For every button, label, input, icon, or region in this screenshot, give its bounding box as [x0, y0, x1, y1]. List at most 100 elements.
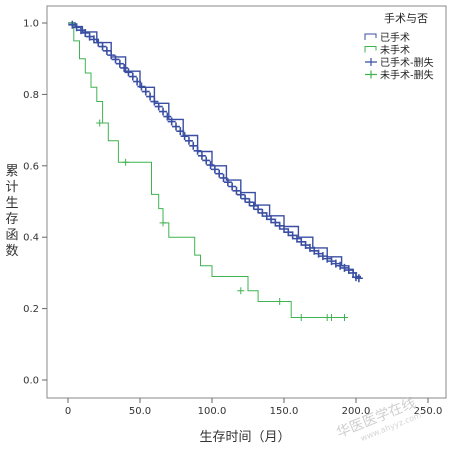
censor-mark-1 [115, 59, 124, 68]
censor-mark-2 [340, 314, 348, 322]
censor-mark-1 [102, 46, 111, 55]
legend-swatch-3 [365, 58, 377, 66]
censor-mark-2 [96, 119, 104, 127]
legend-label-3: 已手术-删失 [380, 56, 434, 69]
censor-mark-1 [81, 28, 90, 37]
censor-mark-1 [275, 221, 284, 230]
censor-mark-1 [210, 165, 219, 174]
censor-mark-2 [276, 297, 284, 305]
x-axis-title: 生存时间（月） [199, 430, 290, 445]
censor-mark-1 [280, 224, 288, 233]
censor-mark-1 [331, 259, 340, 268]
censor-mark-1 [232, 186, 241, 195]
censor-mark-1 [344, 266, 353, 275]
censor-mark-1 [89, 35, 98, 44]
legend-swatch-2 [364, 46, 377, 53]
censor-mark-1 [310, 246, 319, 255]
censor-mark-1 [163, 112, 172, 121]
censor-mark-1 [193, 146, 202, 155]
legend-label-4: 未手术-删失 [380, 69, 434, 82]
watermark: 华医医学在线 www.ahyyz.com [334, 395, 422, 443]
censor-mark-1 [245, 198, 254, 207]
censor-mark-1 [301, 241, 310, 250]
legend-label-2: 未手术 [380, 44, 410, 57]
censor-mark-1 [124, 68, 133, 77]
censor-mark-1 [236, 190, 245, 199]
censor-mark-2 [297, 314, 305, 322]
y-axis-title-text: 累计生存函数 [5, 164, 18, 259]
censor-mark-1 [254, 205, 263, 214]
y-axis-title: 累计生存函数 [5, 164, 18, 259]
censor-mark-1 [128, 72, 137, 81]
censor-mark-1 [141, 87, 150, 96]
censor-mark-2 [328, 314, 336, 322]
censor-mark-2 [159, 219, 167, 227]
censor-mark-1 [323, 254, 332, 263]
censor-mark-1 [172, 122, 180, 131]
legend-swatch-1 [364, 33, 377, 40]
censor-mark-1 [176, 127, 185, 136]
y-tick-label: 0.0 [23, 376, 39, 387]
axes: 0 50.0 100.0 150.0 200.0 250.0 0.0 0.2 0.4 0.6 0.8… [23, 19, 442, 418]
censor-mark-1 [184, 136, 193, 145]
censor-mark-1 [258, 208, 267, 217]
censor-mark-1 [133, 77, 142, 86]
censor-mark-1 [314, 249, 323, 258]
x-tick-label: 100.0 [198, 406, 227, 417]
censor-mark-1 [354, 274, 363, 283]
censor-mark-1 [120, 63, 129, 72]
censor-mark-1 [197, 151, 206, 160]
legend-title: 手术与否 [384, 11, 428, 25]
censor-mark-2 [237, 287, 245, 295]
censor-mark-1 [271, 218, 280, 227]
censor-mark-1 [76, 26, 85, 35]
y-tick-label: 0.2 [23, 304, 39, 315]
censor-mark-1 [137, 82, 146, 91]
censor-marks [68, 20, 363, 322]
series-line-2 [68, 22, 342, 318]
x-tick-label: 200.0 [342, 406, 371, 417]
censor-mark-1 [228, 182, 237, 191]
censor-mark-2 [122, 158, 130, 166]
censor-mark-1 [107, 51, 116, 60]
censor-mark-1 [262, 212, 271, 221]
censor-mark-1 [154, 102, 163, 111]
y-tick-label: 0.4 [23, 233, 39, 244]
censor-mark-1 [292, 234, 301, 243]
legend-label-1: 已手术 [380, 31, 410, 44]
y-tick-label: 0.8 [23, 90, 39, 101]
censor-mark-1 [349, 268, 358, 277]
censor-mark-1 [68, 20, 77, 29]
censor-mark-1 [241, 194, 250, 203]
censor-mark-1 [305, 243, 314, 252]
censor-mark-1 [223, 178, 232, 187]
x-tick-label: 250.0 [414, 406, 443, 417]
x-tick-label: 50.0 [129, 406, 151, 417]
censor-mark-1 [340, 263, 349, 272]
censor-mark-1 [297, 237, 306, 246]
censor-mark-1 [215, 169, 224, 178]
censor-mark-1 [249, 201, 258, 210]
y-tick-label: 0.6 [23, 161, 39, 172]
censor-mark-1 [267, 215, 276, 224]
censor-mark-1 [98, 42, 107, 51]
censor-mark-1 [202, 156, 211, 165]
censor-mark-1 [219, 173, 228, 182]
legend-swatch-4 [365, 70, 377, 79]
x-tick-label: 0 [65, 406, 71, 417]
censor-mark-1 [327, 257, 336, 266]
censor-mark-1 [85, 32, 94, 41]
censor-mark-1 [284, 228, 293, 237]
censor-mark-1 [206, 161, 215, 170]
censor-mark-1 [159, 107, 168, 116]
censor-mark-1 [288, 231, 297, 240]
censor-mark-1 [94, 38, 103, 47]
y-tick-label: 1.0 [23, 19, 39, 30]
censor-mark-1 [72, 23, 81, 32]
censor-mark-1 [318, 252, 327, 261]
censor-mark-1 [189, 141, 198, 150]
censor-mark-1 [336, 261, 345, 270]
censor-mark-1 [146, 92, 155, 101]
